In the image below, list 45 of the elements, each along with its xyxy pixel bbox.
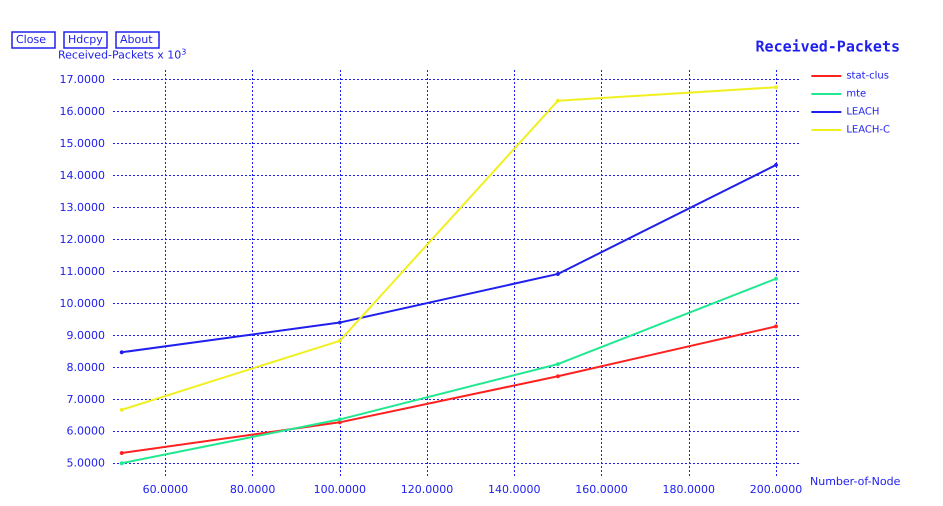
point [120,450,124,455]
y-tick-label: 8.0000 [66,360,105,374]
x-tick-label: 140.0000 [488,483,541,496]
point [338,417,342,422]
point [774,162,778,167]
x-tick-label: 100.0000 [314,483,366,496]
point [338,338,342,343]
point [338,320,342,325]
y-tick-label: 5.0000 [66,456,105,470]
point [120,461,124,466]
y-tick-label: 13.0000 [60,200,105,214]
legend-label: stat-clus [846,70,889,82]
point [556,362,560,366]
point [774,324,778,328]
x-tick-label: 160.0000 [575,483,628,496]
x-axis-title: Number-of-Node [810,475,901,488]
y-tick-label: 17.0000 [60,73,105,86]
legend-label: mte [846,88,866,100]
point [774,276,778,281]
x-tick-label: 80.0000 [230,483,276,496]
y-tick-label: 9.0000 [66,328,105,342]
legend-label: LEACH-C [846,124,890,136]
y-tick-label: 7.0000 [66,392,105,406]
y-tick-label: 11.0000 [60,264,105,278]
x-tick-label: 180.0000 [662,483,716,496]
x-tick-label: 120.0000 [400,483,454,496]
point [556,272,560,276]
text: Hdcpy [68,33,104,46]
point [120,350,124,354]
point [556,374,560,378]
x-tick-label: 60.0000 [142,483,188,496]
point [774,85,778,90]
y-tick-label: 16.0000 [60,105,105,118]
chart-title: Received-Packets [756,38,900,56]
y-tick-label: 14.0000 [60,168,105,182]
y-tick-label: 15.0000 [60,137,105,150]
y-tick-label: 10.0000 [60,296,105,310]
text: Close [16,33,46,46]
y-tick-label: 12.0000 [60,232,105,246]
point [120,408,124,412]
y-tick-label: 6.0000 [66,424,105,438]
x-tick-label: 200.0000 [750,483,802,496]
point [556,98,560,103]
text: About [120,33,154,46]
legend-label: LEACH [846,106,880,118]
